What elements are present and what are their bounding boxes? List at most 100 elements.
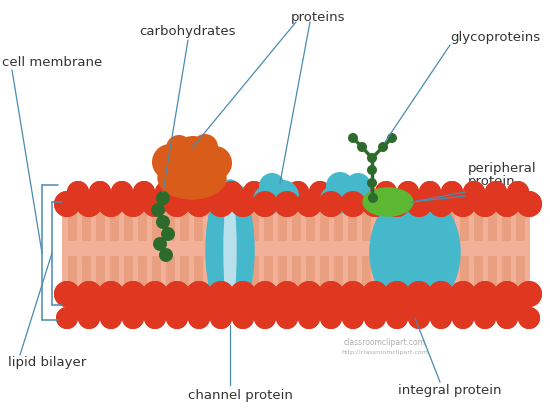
FancyBboxPatch shape — [338, 256, 343, 296]
Circle shape — [485, 296, 507, 318]
Circle shape — [122, 307, 144, 329]
FancyBboxPatch shape — [184, 201, 189, 241]
Circle shape — [452, 307, 474, 329]
Circle shape — [133, 296, 155, 318]
Circle shape — [507, 181, 529, 203]
FancyBboxPatch shape — [278, 201, 283, 241]
FancyBboxPatch shape — [156, 256, 161, 296]
Circle shape — [318, 191, 344, 217]
Ellipse shape — [210, 185, 250, 205]
Circle shape — [406, 281, 432, 307]
Circle shape — [340, 281, 366, 307]
Circle shape — [375, 181, 397, 203]
FancyBboxPatch shape — [320, 201, 325, 241]
Circle shape — [384, 281, 410, 307]
Circle shape — [496, 307, 518, 329]
Circle shape — [298, 307, 320, 329]
FancyBboxPatch shape — [404, 256, 409, 296]
Circle shape — [253, 185, 283, 215]
Circle shape — [142, 281, 168, 307]
Circle shape — [309, 296, 331, 318]
Circle shape — [485, 181, 507, 203]
FancyBboxPatch shape — [114, 256, 119, 296]
Circle shape — [243, 296, 265, 318]
FancyBboxPatch shape — [446, 256, 451, 296]
Circle shape — [252, 191, 278, 217]
FancyBboxPatch shape — [376, 201, 381, 241]
Circle shape — [54, 281, 80, 307]
Circle shape — [186, 191, 212, 217]
FancyBboxPatch shape — [474, 256, 479, 296]
FancyBboxPatch shape — [156, 201, 161, 241]
FancyBboxPatch shape — [324, 256, 329, 296]
Circle shape — [419, 296, 441, 318]
Circle shape — [243, 296, 265, 318]
FancyBboxPatch shape — [250, 256, 255, 296]
Circle shape — [274, 191, 300, 217]
FancyBboxPatch shape — [222, 256, 227, 296]
Text: protein: protein — [468, 174, 516, 187]
FancyBboxPatch shape — [124, 256, 129, 296]
Circle shape — [309, 296, 331, 318]
FancyBboxPatch shape — [460, 201, 465, 241]
FancyBboxPatch shape — [446, 201, 451, 241]
FancyBboxPatch shape — [380, 201, 385, 241]
Circle shape — [494, 191, 520, 217]
Circle shape — [259, 173, 285, 199]
FancyBboxPatch shape — [516, 256, 521, 296]
Circle shape — [192, 134, 218, 160]
Circle shape — [463, 181, 485, 203]
FancyBboxPatch shape — [96, 256, 101, 296]
FancyBboxPatch shape — [194, 256, 199, 296]
Circle shape — [441, 296, 463, 318]
Circle shape — [199, 181, 221, 203]
FancyBboxPatch shape — [390, 201, 395, 241]
Circle shape — [474, 307, 496, 329]
Circle shape — [67, 181, 89, 203]
Circle shape — [472, 281, 498, 307]
Circle shape — [430, 307, 452, 329]
Circle shape — [474, 307, 496, 329]
Circle shape — [243, 181, 265, 203]
Circle shape — [156, 215, 170, 229]
FancyBboxPatch shape — [324, 201, 329, 241]
Text: channel protein: channel protein — [188, 388, 293, 401]
FancyBboxPatch shape — [212, 201, 217, 241]
Circle shape — [98, 191, 124, 217]
FancyBboxPatch shape — [282, 201, 287, 241]
Circle shape — [362, 281, 388, 307]
FancyBboxPatch shape — [366, 256, 371, 296]
Text: cell membrane: cell membrane — [2, 55, 102, 68]
Circle shape — [406, 191, 432, 217]
Circle shape — [133, 181, 155, 203]
Circle shape — [452, 307, 474, 329]
FancyBboxPatch shape — [212, 256, 217, 296]
Circle shape — [387, 133, 397, 143]
Circle shape — [120, 191, 146, 217]
Ellipse shape — [210, 295, 250, 315]
FancyBboxPatch shape — [110, 201, 115, 241]
Circle shape — [208, 191, 234, 217]
Circle shape — [333, 179, 367, 213]
FancyBboxPatch shape — [166, 201, 171, 241]
Circle shape — [320, 307, 342, 329]
FancyBboxPatch shape — [128, 256, 133, 296]
Circle shape — [76, 191, 102, 217]
Circle shape — [186, 191, 212, 217]
Circle shape — [265, 181, 287, 203]
Circle shape — [177, 181, 199, 203]
FancyBboxPatch shape — [352, 201, 357, 241]
Circle shape — [397, 181, 419, 203]
Text: carbohydrates: carbohydrates — [140, 26, 236, 39]
Circle shape — [120, 191, 146, 217]
Circle shape — [296, 281, 322, 307]
FancyBboxPatch shape — [376, 256, 381, 296]
Circle shape — [406, 191, 432, 217]
FancyBboxPatch shape — [292, 256, 297, 296]
Circle shape — [164, 281, 190, 307]
Circle shape — [186, 281, 212, 307]
Circle shape — [496, 307, 518, 329]
Circle shape — [76, 191, 102, 217]
Circle shape — [397, 296, 419, 318]
FancyBboxPatch shape — [82, 256, 87, 296]
